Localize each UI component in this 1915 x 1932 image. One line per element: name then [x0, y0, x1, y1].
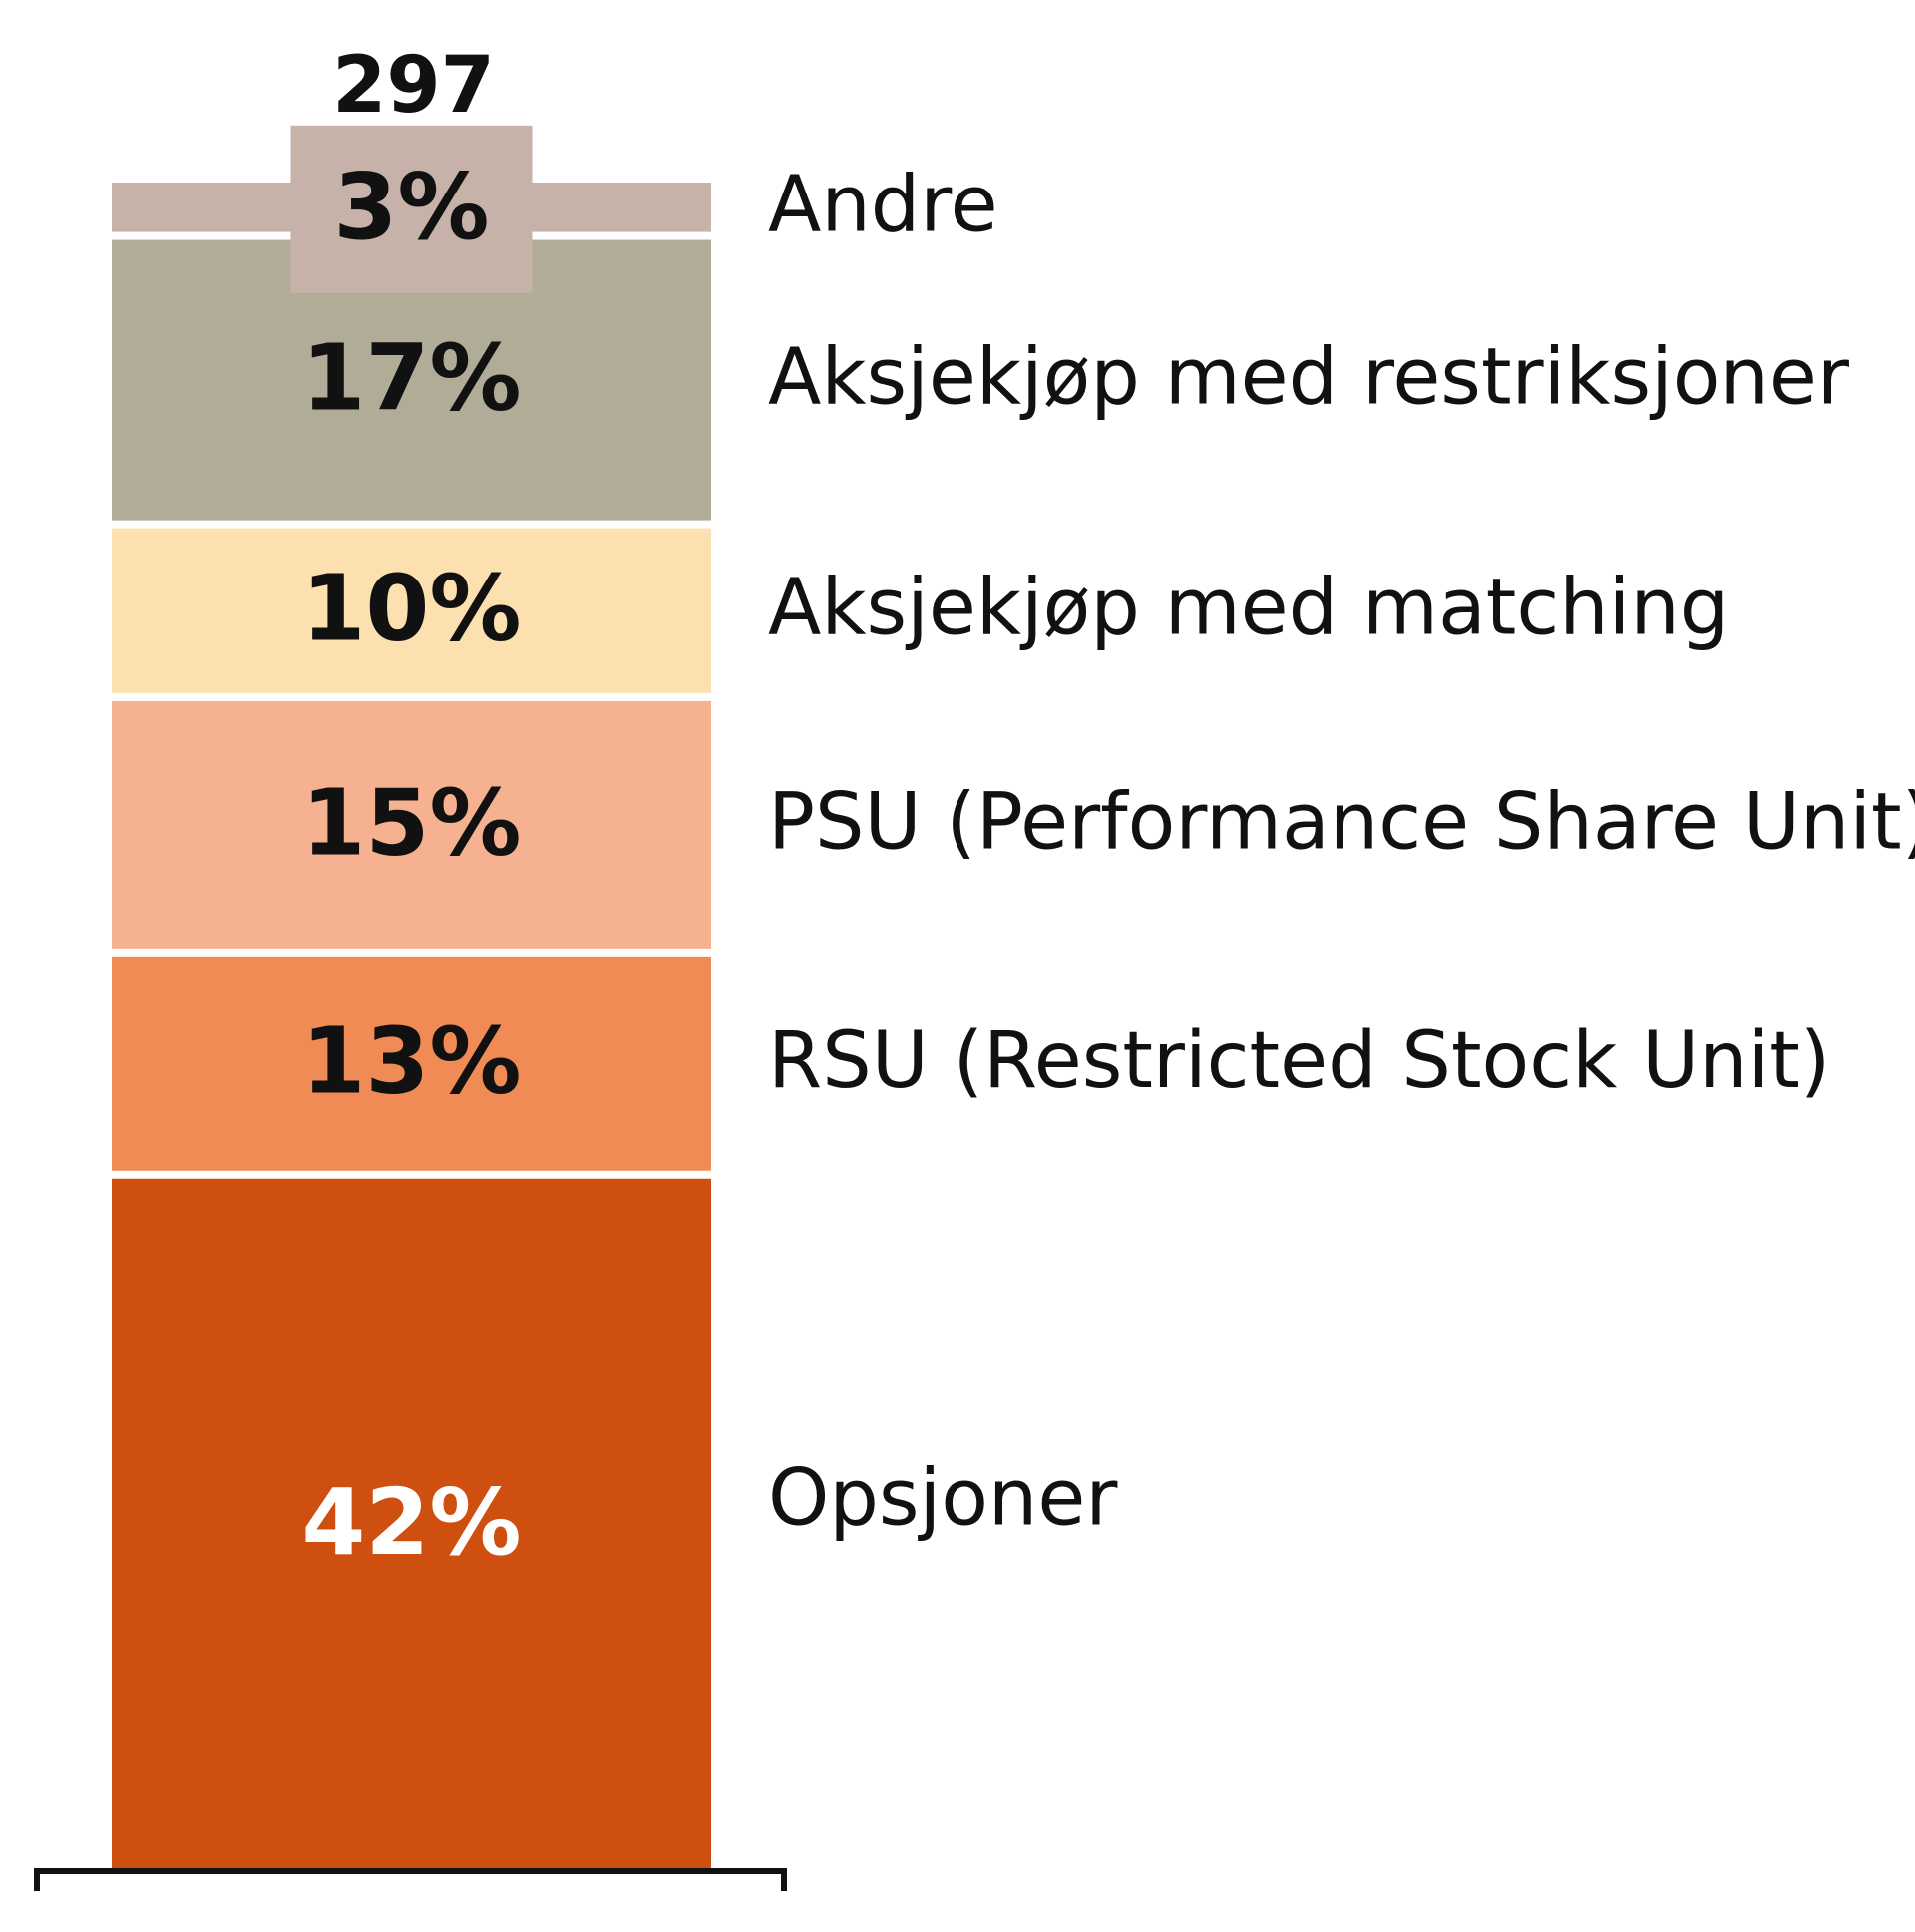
bar-segment-opsjoner	[112, 1178, 711, 1871]
value-label-rsu-restricted-stock-unit: 13%	[301, 1008, 521, 1115]
value-label-aksjekj-p-med-restriksjoner: 17%	[301, 324, 521, 431]
legend-item-rsu-restricted-stock-unit: RSU (Restricted Stock Unit)	[768, 1016, 1830, 1106]
bar-segments	[112, 125, 711, 1871]
legend-item-aksjekj-p-med-matching: Aksjekjøp med matching	[768, 564, 1728, 653]
legend-item-andre: Andre	[768, 160, 998, 249]
value-label-andre: 3%	[333, 154, 489, 260]
value-label-psu-performance-share-unit: 15%	[301, 769, 521, 876]
value-label-aksjekj-p-med-matching: 10%	[301, 556, 521, 662]
legend-item-aksjekj-p-med-restriksjoner: Aksjekjøp med restriksjoner	[768, 333, 1850, 423]
total-label: 297	[332, 41, 495, 131]
bar-segment-rsu-restricted-stock-unit	[112, 956, 711, 1171]
segment-value-labels: 42% 13% 15% 10% 17% 3%	[301, 154, 521, 1576]
bar-segment-psu-performance-share-unit	[112, 700, 711, 949]
label-box-andre	[290, 125, 533, 293]
bar-segment-aksjekj-p-med-matching	[112, 528, 711, 693]
legend-item-opsjoner: Opsjoner	[768, 1453, 1118, 1543]
value-label-opsjoner: 42%	[301, 1469, 521, 1576]
legend-item-psu-performance-share-unit: PSU (Performance Share Unit)	[768, 777, 1915, 867]
legend: Opsjoner RSU (Restricted Stock Unit) PSU (…	[768, 160, 1915, 1543]
x-axis-line	[34, 1868, 787, 1891]
